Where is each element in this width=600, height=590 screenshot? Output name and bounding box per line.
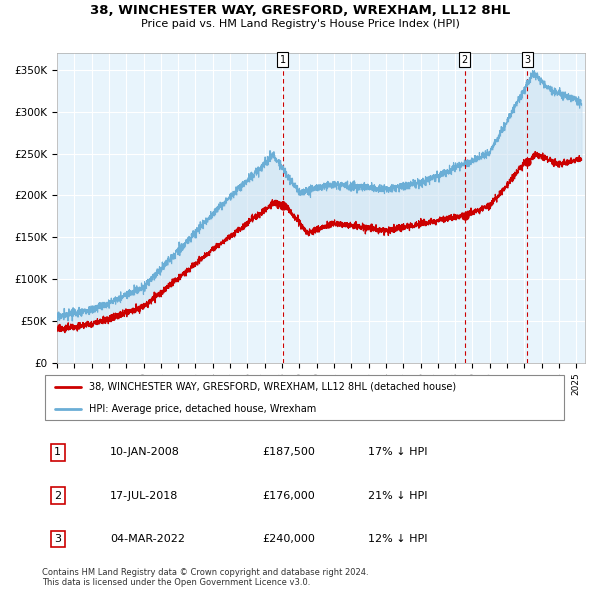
Text: 3: 3 [524, 55, 530, 65]
Text: 21% ↓ HPI: 21% ↓ HPI [367, 491, 427, 500]
Text: HPI: Average price, detached house, Wrexham: HPI: Average price, detached house, Wrex… [89, 404, 317, 414]
Text: 38, WINCHESTER WAY, GRESFORD, WREXHAM, LL12 8HL (detached house): 38, WINCHESTER WAY, GRESFORD, WREXHAM, L… [89, 382, 457, 392]
Text: 3: 3 [54, 534, 61, 544]
FancyBboxPatch shape [44, 375, 565, 421]
Text: £240,000: £240,000 [263, 534, 316, 544]
Text: 1: 1 [280, 55, 286, 65]
Text: Price paid vs. HM Land Registry's House Price Index (HPI): Price paid vs. HM Land Registry's House … [140, 19, 460, 30]
Text: 38, WINCHESTER WAY, GRESFORD, WREXHAM, LL12 8HL: 38, WINCHESTER WAY, GRESFORD, WREXHAM, L… [90, 4, 510, 17]
Text: 04-MAR-2022: 04-MAR-2022 [110, 534, 185, 544]
Text: £187,500: £187,500 [263, 447, 316, 457]
Text: 2: 2 [54, 491, 61, 500]
Text: 10-JAN-2008: 10-JAN-2008 [110, 447, 180, 457]
Text: 17-JUL-2018: 17-JUL-2018 [110, 491, 179, 500]
Text: Contains HM Land Registry data © Crown copyright and database right 2024.
This d: Contains HM Land Registry data © Crown c… [42, 568, 368, 587]
Text: 2: 2 [461, 55, 467, 65]
Text: 12% ↓ HPI: 12% ↓ HPI [367, 534, 427, 544]
Text: £176,000: £176,000 [263, 491, 315, 500]
Text: 1: 1 [54, 447, 61, 457]
Text: 17% ↓ HPI: 17% ↓ HPI [367, 447, 427, 457]
